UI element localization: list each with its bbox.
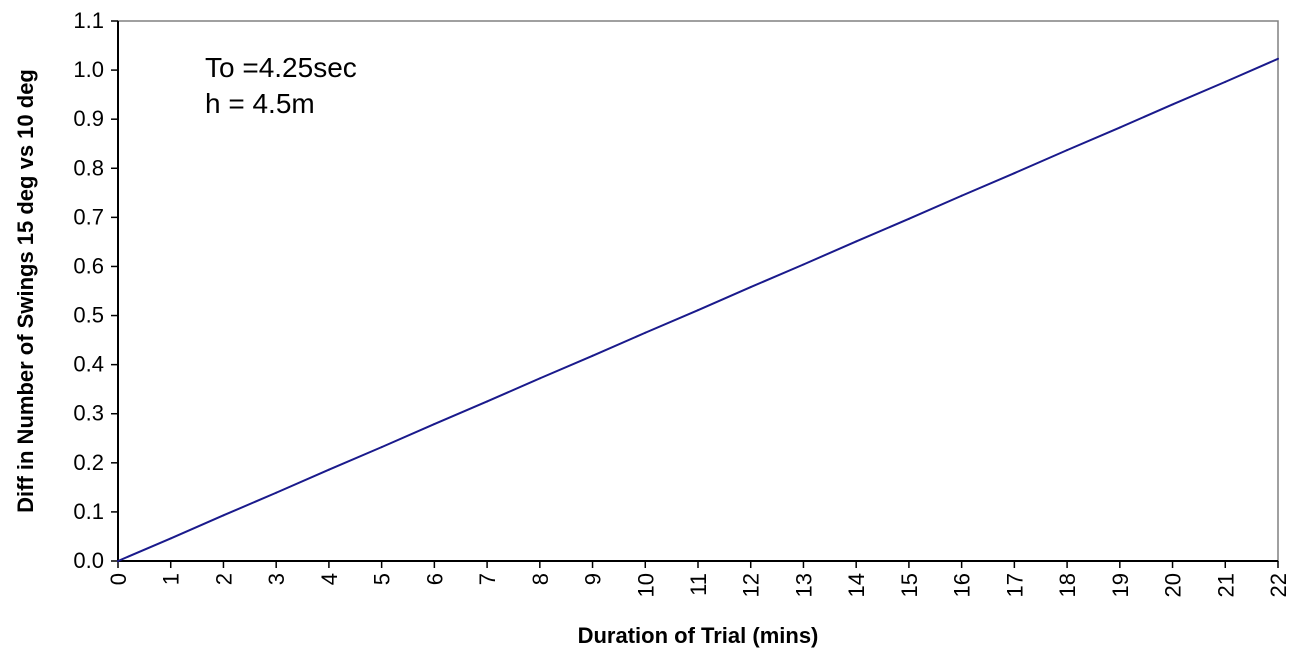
x-tick-label: 12 xyxy=(739,573,764,597)
data-point xyxy=(802,263,805,266)
x-tick-label: 17 xyxy=(1002,573,1027,597)
data-point xyxy=(1277,57,1279,60)
x-tick-label: 16 xyxy=(950,573,975,597)
y-tick-label: 0.4 xyxy=(73,352,104,377)
annotation-height: h = 4.5m xyxy=(205,88,315,119)
x-tick-label: 1 xyxy=(159,573,184,585)
data-point xyxy=(749,286,752,289)
x-tick-label: 5 xyxy=(370,573,395,585)
plot-area xyxy=(117,20,1279,562)
data-point xyxy=(486,400,489,403)
x-tick-label: 11 xyxy=(686,573,711,596)
x-tick-label: 15 xyxy=(897,573,922,597)
y-tick-label: 0.8 xyxy=(73,155,104,180)
x-tick-label: 2 xyxy=(211,573,236,585)
data-point xyxy=(538,377,541,380)
y-tick-label: 0.0 xyxy=(73,548,104,573)
data-point xyxy=(697,309,699,312)
y-tick-label: 0.2 xyxy=(73,450,104,475)
x-tick-label: 18 xyxy=(1055,573,1080,597)
y-tick-label: 0.1 xyxy=(73,499,104,524)
y-tick-label: 0.7 xyxy=(73,204,104,229)
data-point xyxy=(1224,80,1227,83)
series-layer xyxy=(117,57,1279,562)
x-tick-label: 19 xyxy=(1108,573,1133,597)
x-tick-label: 20 xyxy=(1161,573,1186,597)
data-point xyxy=(907,217,910,220)
data-point xyxy=(1118,126,1121,129)
y-axis-title: Diff in Number of Swings 15 deg vs 10 de… xyxy=(13,69,38,513)
y-axis: 0.0 0.1 0.2 0.3 0.4 0.5 0.6 0.7 0.8 0.9 1.0 1.1 xyxy=(73,8,119,573)
x-tick-label: 8 xyxy=(528,573,553,585)
data-point xyxy=(117,560,119,562)
data-point xyxy=(960,194,963,197)
y-tick-label: 1.1 xyxy=(73,8,104,33)
data-point xyxy=(591,354,594,357)
x-tick-label: 13 xyxy=(791,573,816,597)
x-axis-title: Duration of Trial (mins) xyxy=(578,623,819,648)
data-point xyxy=(644,331,647,334)
data-point xyxy=(327,468,330,471)
x-tick-label: 21 xyxy=(1213,573,1238,597)
x-tick-label: 22 xyxy=(1266,573,1291,597)
y-tick-label: 0.9 xyxy=(73,106,104,131)
x-tick-label: 3 xyxy=(264,573,289,585)
y-tick-label: 0.6 xyxy=(73,253,104,278)
x-tick-label: 6 xyxy=(422,573,447,585)
data-point xyxy=(380,446,383,449)
x-tick-label: 14 xyxy=(844,573,869,597)
x-tick-label: 9 xyxy=(581,573,606,585)
data-point xyxy=(433,423,436,426)
x-tick-label: 0 xyxy=(106,573,131,585)
data-point xyxy=(222,514,225,517)
data-point xyxy=(1066,149,1069,152)
data-point xyxy=(1171,103,1174,106)
data-point xyxy=(855,240,858,243)
data-point xyxy=(275,491,278,494)
y-tick-label: 0.3 xyxy=(73,401,104,426)
data-point xyxy=(1013,172,1016,175)
y-tick-label: 0.5 xyxy=(73,303,104,328)
x-tick-label: 7 xyxy=(475,573,500,585)
annotation-period: To =4.25sec xyxy=(205,52,357,83)
x-axis: 0 1 2 3 4 5 6 7 8 9 10 11 12 13 14 15 16 17 18 19 20 21 22 xyxy=(106,560,1291,597)
y-tick-label: 1.0 xyxy=(73,57,104,82)
x-tick-label: 4 xyxy=(317,573,342,585)
data-point xyxy=(169,537,172,540)
x-tick-label: 10 xyxy=(633,573,658,597)
